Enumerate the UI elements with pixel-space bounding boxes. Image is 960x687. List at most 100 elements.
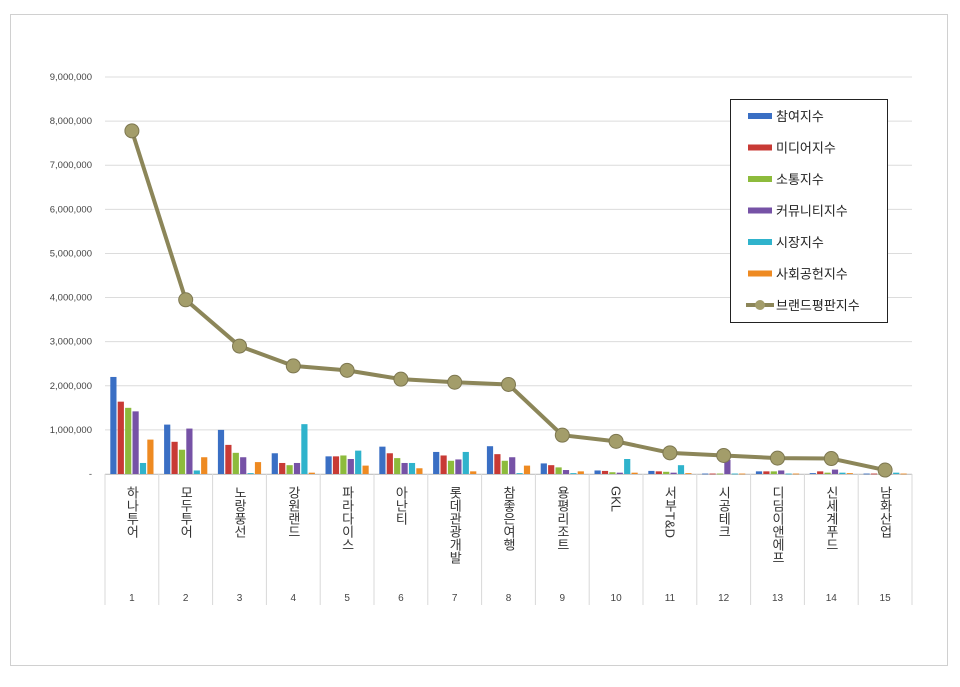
bar-사회공헌지수 [685,473,692,474]
y-tick-label: 7,000,000 [50,160,92,171]
bar-미디어지수 [817,471,824,474]
bar-커뮤니티지수 [509,457,516,474]
legend-item: 사회공헌지수 [748,267,848,282]
bar-커뮤니티지수 [240,457,247,474]
legend-item: 커뮤니티지수 [748,204,848,219]
bar-참여지수 [217,429,225,474]
bar-커뮤니티지수 [455,459,462,474]
bar-사회공헌지수 [792,473,800,475]
bar-참여지수 [271,453,278,474]
bar-시장지수 [355,450,362,474]
bar-사회공헌지수 [362,465,369,474]
y-tick-label: 3,000,000 [50,337,92,348]
bar-시장지수 [785,473,792,475]
bar-시장지수 [139,462,147,474]
bar-미디어지수 [655,471,662,474]
x-rank-label: 14 [826,593,838,604]
bar-참여지수 [486,446,494,474]
bar-소통지수 [555,467,562,474]
legend-swatch [748,270,772,277]
bar-소통지수 [609,472,616,474]
legend-item: 브랜드평판지수 [746,298,860,313]
bar-사회공헌지수 [739,473,746,475]
legend-swatch [748,113,772,119]
x-category-label: 신세계푸드 [824,486,839,551]
bar-참여지수 [702,473,709,475]
brand-index-point [716,447,732,463]
bar-미디어지수 [709,473,716,475]
x-rank-label: 4 [291,593,297,604]
legend-label: 커뮤니티지수 [776,204,848,219]
bar-소통지수 [824,472,831,474]
bar-소통지수 [394,458,401,474]
x-rank-label: 6 [398,593,404,604]
brand-index-point [501,376,516,392]
bar-커뮤니티지수 [724,459,731,474]
legend-swatch [748,176,772,182]
bar-참여지수 [110,376,117,474]
x-rank-label: 10 [611,593,623,604]
x-category-label: 시공테크 [716,486,731,538]
bar-사회공헌지수 [308,472,315,474]
legend-label: 소통지수 [776,172,824,187]
legend-label: 미디어지수 [776,141,836,156]
bar-시장지수 [193,470,200,474]
bar-참여지수 [433,451,440,474]
bar-사회공헌지수 [201,457,208,474]
bar-미디어지수 [225,444,232,474]
x-category-label: 남화산업 [878,486,893,538]
brand-index-point [393,371,409,387]
bar-참여지수 [164,424,171,474]
bar-커뮤니티지수 [562,470,570,474]
bar-사회공헌지수 [900,473,907,475]
bar-커뮤니티지수 [778,470,785,474]
bar-참여지수 [755,471,763,474]
bar-미디어지수 [763,471,770,474]
bar-시장지수 [462,451,469,474]
legend-item: 미디어지수 [748,141,836,156]
bar-커뮤니티지수 [670,472,677,474]
brand-index-point [178,292,194,308]
x-rank-label: 8 [506,593,512,604]
x-rank-label: 15 [880,593,892,604]
x-rank-label: 11 [665,593,676,604]
legend-swatch [748,144,772,151]
bar-커뮤니티지수 [401,462,408,474]
x-category-label: 모두투어 [178,486,193,538]
legend-label: 브랜드평판지수 [776,298,860,313]
brand-index-point [124,123,140,139]
bar-커뮤니티지수 [186,428,193,474]
bar-소통지수 [770,471,777,474]
bar-시장지수 [731,473,738,475]
bar-사회공헌지수 [631,472,638,474]
bar-소통지수 [286,465,293,474]
brand-index-point [823,451,839,467]
legend-label: 참여지수 [776,109,824,124]
bar-소통지수 [501,460,508,474]
bar-사회공헌지수 [254,462,262,474]
y-tick-label: 2,000,000 [50,381,92,392]
bar-사회공헌지수 [416,468,423,474]
legend-item: 참여지수 [748,109,824,124]
bar-커뮤니티지수 [831,469,839,474]
bar-시장지수 [516,473,523,474]
y-tick-label: 9,000,000 [50,72,92,83]
y-tick-label: 8,000,000 [50,116,92,127]
bar-시장지수 [570,473,577,474]
x-rank-label: 5 [344,593,350,604]
bar-소통지수 [178,449,186,474]
x-category-label: 아난티 [393,486,408,525]
bar-소통지수 [663,471,670,474]
bar-소통지수 [232,452,239,474]
bar-커뮤니티지수 [347,459,354,474]
bar-사회공헌지수 [846,473,853,474]
x-rank-label: 13 [772,593,784,604]
bar-시장지수 [301,424,308,474]
bar-미디어지수 [440,455,447,474]
bar-소통지수 [125,407,132,474]
bar-미디어지수 [171,441,178,474]
bar-미디어지수 [332,456,340,474]
x-category-label: 하나투어 [124,486,139,538]
legend-label: 사회공헌지수 [776,267,848,282]
x-rank-label: 1 [129,593,135,604]
